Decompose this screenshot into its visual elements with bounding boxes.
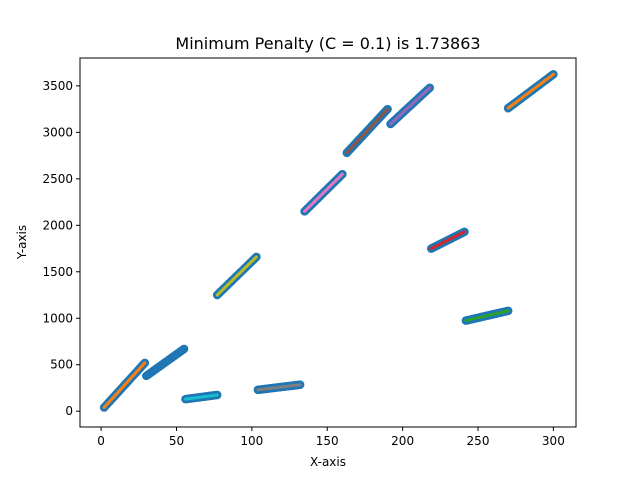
fit-line (184, 393, 219, 401)
cluster-10 (461, 306, 513, 325)
cluster-8 (386, 83, 435, 129)
fit-line (102, 361, 147, 409)
cluster-6 (300, 169, 347, 216)
chart-title: Minimum Penalty (C = 0.1) is 1.73863 (175, 34, 480, 53)
x-tick-label: 100 (240, 434, 263, 448)
cluster-5 (253, 380, 305, 395)
x-tick-label: 0 (97, 434, 105, 448)
fit-line (303, 172, 344, 213)
cluster-3 (181, 390, 222, 404)
x-tick-label: 200 (391, 434, 414, 448)
data-layer (99, 69, 558, 412)
fit-line (256, 383, 302, 392)
x-axis-title: X-axis (310, 455, 346, 469)
x-axis: 0 50 100 150 200 250 300 (97, 427, 565, 448)
x-tick-label: 300 (542, 434, 565, 448)
x-tick-label: 150 (316, 434, 339, 448)
fit-line (144, 347, 186, 378)
y-tick-label: 1500 (42, 265, 73, 279)
cluster-7 (342, 104, 392, 158)
y-tick-label: 1000 (42, 311, 73, 325)
fit-line (429, 230, 466, 251)
y-tick-label: 3000 (42, 125, 73, 139)
y-tick-label: 500 (50, 358, 73, 372)
cluster-2 (142, 344, 189, 381)
fit-line (506, 72, 555, 110)
cluster-11 (503, 69, 558, 113)
y-axis: 0 500 1000 1500 2000 2500 3000 3500 (42, 79, 80, 418)
y-tick-label: 2500 (42, 172, 73, 186)
cluster-1 (99, 358, 150, 412)
fit-line (345, 107, 390, 155)
cluster-9 (426, 227, 469, 253)
y-tick-label: 3500 (42, 79, 73, 93)
fit-line (464, 309, 510, 323)
fit-line (389, 86, 432, 126)
plot-frame (79, 57, 577, 428)
fit-line (215, 255, 258, 297)
x-tick-label: 250 (467, 434, 490, 448)
x-tick-label: 50 (169, 434, 184, 448)
y-tick-label: 0 (65, 404, 73, 418)
y-axis-title: Y-axis (15, 225, 29, 260)
y-tick-label: 2000 (42, 218, 73, 232)
cluster-4 (212, 252, 261, 300)
